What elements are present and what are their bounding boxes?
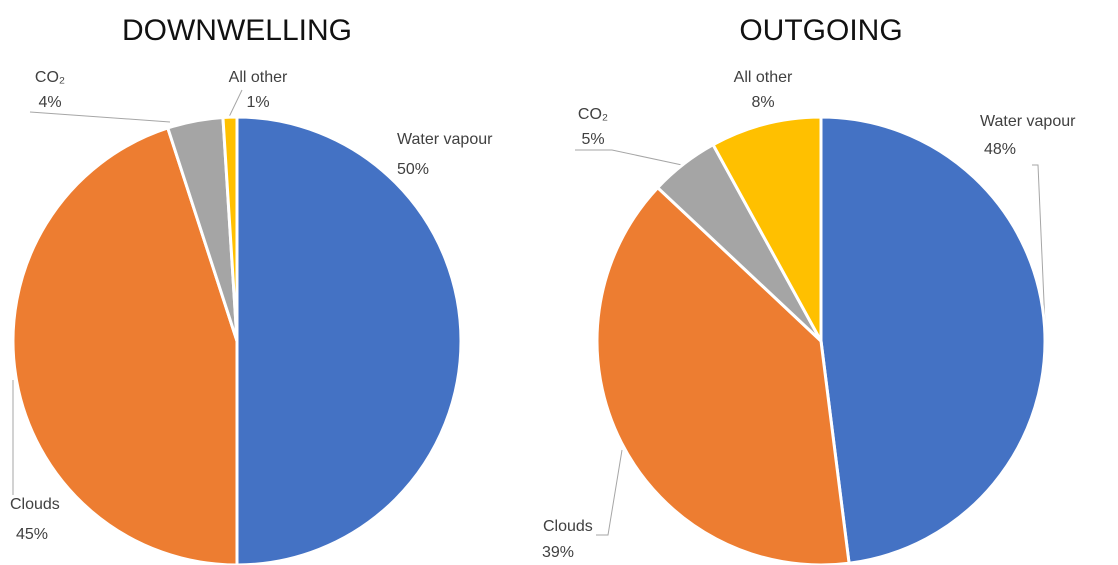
pie-slice (11, 126, 239, 565)
leader-line (596, 449, 623, 536)
pie-slice (595, 185, 851, 565)
pie-slice (221, 115, 239, 342)
chart-title: OUTGOING (739, 14, 902, 47)
leader-line (575, 149, 683, 166)
slice-category-label: Clouds (543, 518, 593, 535)
slice-value-label: 45% (16, 526, 48, 543)
slice-value-label: 48% (984, 141, 1016, 158)
pie-slice (819, 115, 1047, 565)
slice-category-label: Clouds (10, 496, 60, 513)
slice-category-label: All other (734, 69, 793, 86)
pie-slice (711, 115, 823, 342)
slice-value-label: 1% (246, 94, 269, 111)
leader-line (29, 111, 171, 123)
pie-slice (235, 115, 463, 565)
slice-value-label: 4% (38, 94, 61, 111)
chart-title: DOWNWELLING (122, 14, 352, 47)
leader-line (1032, 164, 1046, 326)
slice-value-label: 39% (542, 544, 574, 561)
slice-category-label: Water vapour (980, 113, 1076, 130)
slice-category-label: All other (229, 69, 288, 86)
slice-category-label: CO₂ (35, 69, 65, 86)
slice-value-label: 50% (397, 161, 429, 178)
slice-value-label: 5% (581, 131, 604, 148)
slice-category-label: Water vapour (397, 131, 493, 148)
leader-line (228, 89, 243, 118)
slice-category-label: CO₂ (578, 106, 608, 123)
slice-value-label: 8% (751, 94, 774, 111)
